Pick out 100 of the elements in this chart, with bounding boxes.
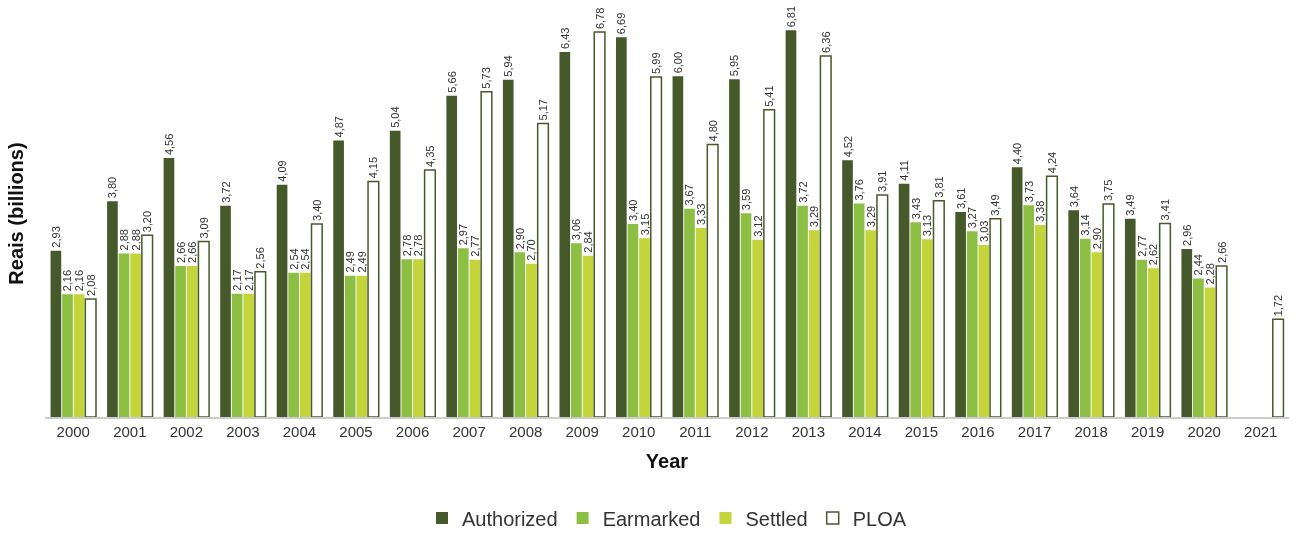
bar — [299, 272, 311, 417]
bar — [50, 250, 62, 417]
bar — [559, 51, 571, 417]
legend-label: Authorized — [462, 507, 558, 530]
bar — [1136, 259, 1148, 417]
data-label: 3,38 — [1034, 200, 1047, 223]
data-label: 2,93 — [49, 226, 62, 248]
data-label: 2,77 — [468, 235, 481, 257]
bar — [978, 244, 990, 417]
data-label: 6,00 — [671, 51, 684, 74]
data-label: 3,75 — [1102, 179, 1115, 202]
x-tick-label: 2013 — [791, 423, 826, 440]
bar — [288, 272, 299, 417]
data-label: 5,66 — [445, 71, 458, 93]
bar — [310, 223, 323, 417]
data-label: 2,78 — [412, 234, 425, 257]
data-label: 2,62 — [1147, 243, 1160, 266]
data-label: 4,15 — [367, 156, 380, 179]
data-label: 3,33 — [695, 203, 708, 225]
data-label: 4,56 — [162, 133, 175, 156]
bar — [1068, 210, 1080, 417]
bar — [186, 265, 198, 417]
bar — [808, 230, 820, 417]
bar — [1272, 318, 1285, 417]
data-label: 4,35 — [423, 145, 436, 168]
data-label: 3,09 — [197, 217, 210, 239]
data-label: 2,78 — [400, 234, 413, 257]
bar — [1215, 265, 1228, 417]
data-label: 3,40 — [310, 199, 323, 221]
bar — [130, 253, 141, 417]
bar — [639, 238, 650, 417]
x-tick-label: 2020 — [1187, 423, 1221, 440]
data-label: 3,49 — [1124, 194, 1137, 216]
bar — [729, 79, 740, 417]
data-label: 2,77 — [1135, 235, 1148, 257]
bar — [175, 265, 186, 417]
bar — [107, 201, 118, 417]
bar — [254, 270, 267, 417]
bar — [73, 294, 85, 417]
bar — [344, 275, 356, 417]
data-label: 5,95 — [728, 54, 741, 77]
bar — [1158, 222, 1172, 417]
data-label: 3,12 — [751, 215, 764, 237]
data-label: 3,27 — [966, 206, 979, 229]
legend-label: Settled — [745, 507, 808, 530]
bar — [932, 199, 945, 417]
data-label: 6,43 — [558, 27, 571, 49]
bar — [1045, 175, 1059, 417]
bar — [763, 109, 776, 417]
data-label: 6,69 — [615, 12, 628, 35]
bar — [672, 76, 684, 417]
x-tick-label: 2019 — [1130, 423, 1165, 440]
x-tick-label: 2015 — [904, 423, 939, 440]
bar — [593, 31, 606, 417]
bar — [876, 194, 889, 417]
legend-label: PLOA — [852, 507, 907, 530]
data-label: 2,17 — [231, 269, 244, 291]
data-label: 4,24 — [1045, 151, 1058, 174]
bar — [1204, 287, 1216, 417]
x-tick-label: 2002 — [169, 423, 204, 440]
x-tick-label: 2008 — [508, 423, 543, 440]
data-label: 4,11 — [898, 160, 911, 181]
bar — [526, 263, 537, 417]
x-axis-title: Year — [645, 450, 689, 472]
data-label: 2,17 — [242, 269, 255, 291]
bar — [84, 298, 97, 417]
data-label: 4,80 — [706, 120, 719, 142]
bar — [243, 293, 255, 417]
x-tick-label: 2010 — [622, 423, 656, 440]
bar — [389, 130, 401, 417]
bar — [819, 55, 832, 417]
bar — [1102, 203, 1115, 417]
data-label: 2,90 — [513, 227, 526, 250]
bar — [514, 252, 526, 417]
bar — [955, 212, 966, 417]
bar — [367, 180, 380, 417]
data-label: 2,08 — [84, 274, 97, 296]
bar — [197, 240, 210, 417]
data-label: 3,43 — [909, 197, 922, 220]
data-label: 3,13 — [921, 214, 934, 237]
bar — [898, 183, 910, 417]
bar — [457, 248, 469, 417]
bar — [650, 76, 663, 417]
data-label: 2,96 — [1180, 224, 1193, 246]
data-label: 3,49 — [989, 194, 1002, 216]
data-label: 6,36 — [819, 31, 832, 53]
bar — [797, 205, 808, 417]
data-label: 3,15 — [638, 213, 651, 236]
x-tick-label: 2007 — [452, 423, 486, 440]
bar — [1124, 218, 1136, 417]
data-label: 3,80 — [106, 176, 119, 199]
data-label: 3,72 — [796, 181, 809, 203]
data-label: 5,99 — [650, 52, 663, 74]
bar — [1091, 252, 1103, 417]
bar — [684, 208, 695, 417]
x-tick-label: 2011 — [679, 423, 712, 440]
data-label: 2,44 — [1192, 254, 1205, 276]
data-label: 2,66 — [174, 241, 187, 263]
bar — [966, 231, 978, 417]
data-label: 3,81 — [932, 176, 945, 198]
